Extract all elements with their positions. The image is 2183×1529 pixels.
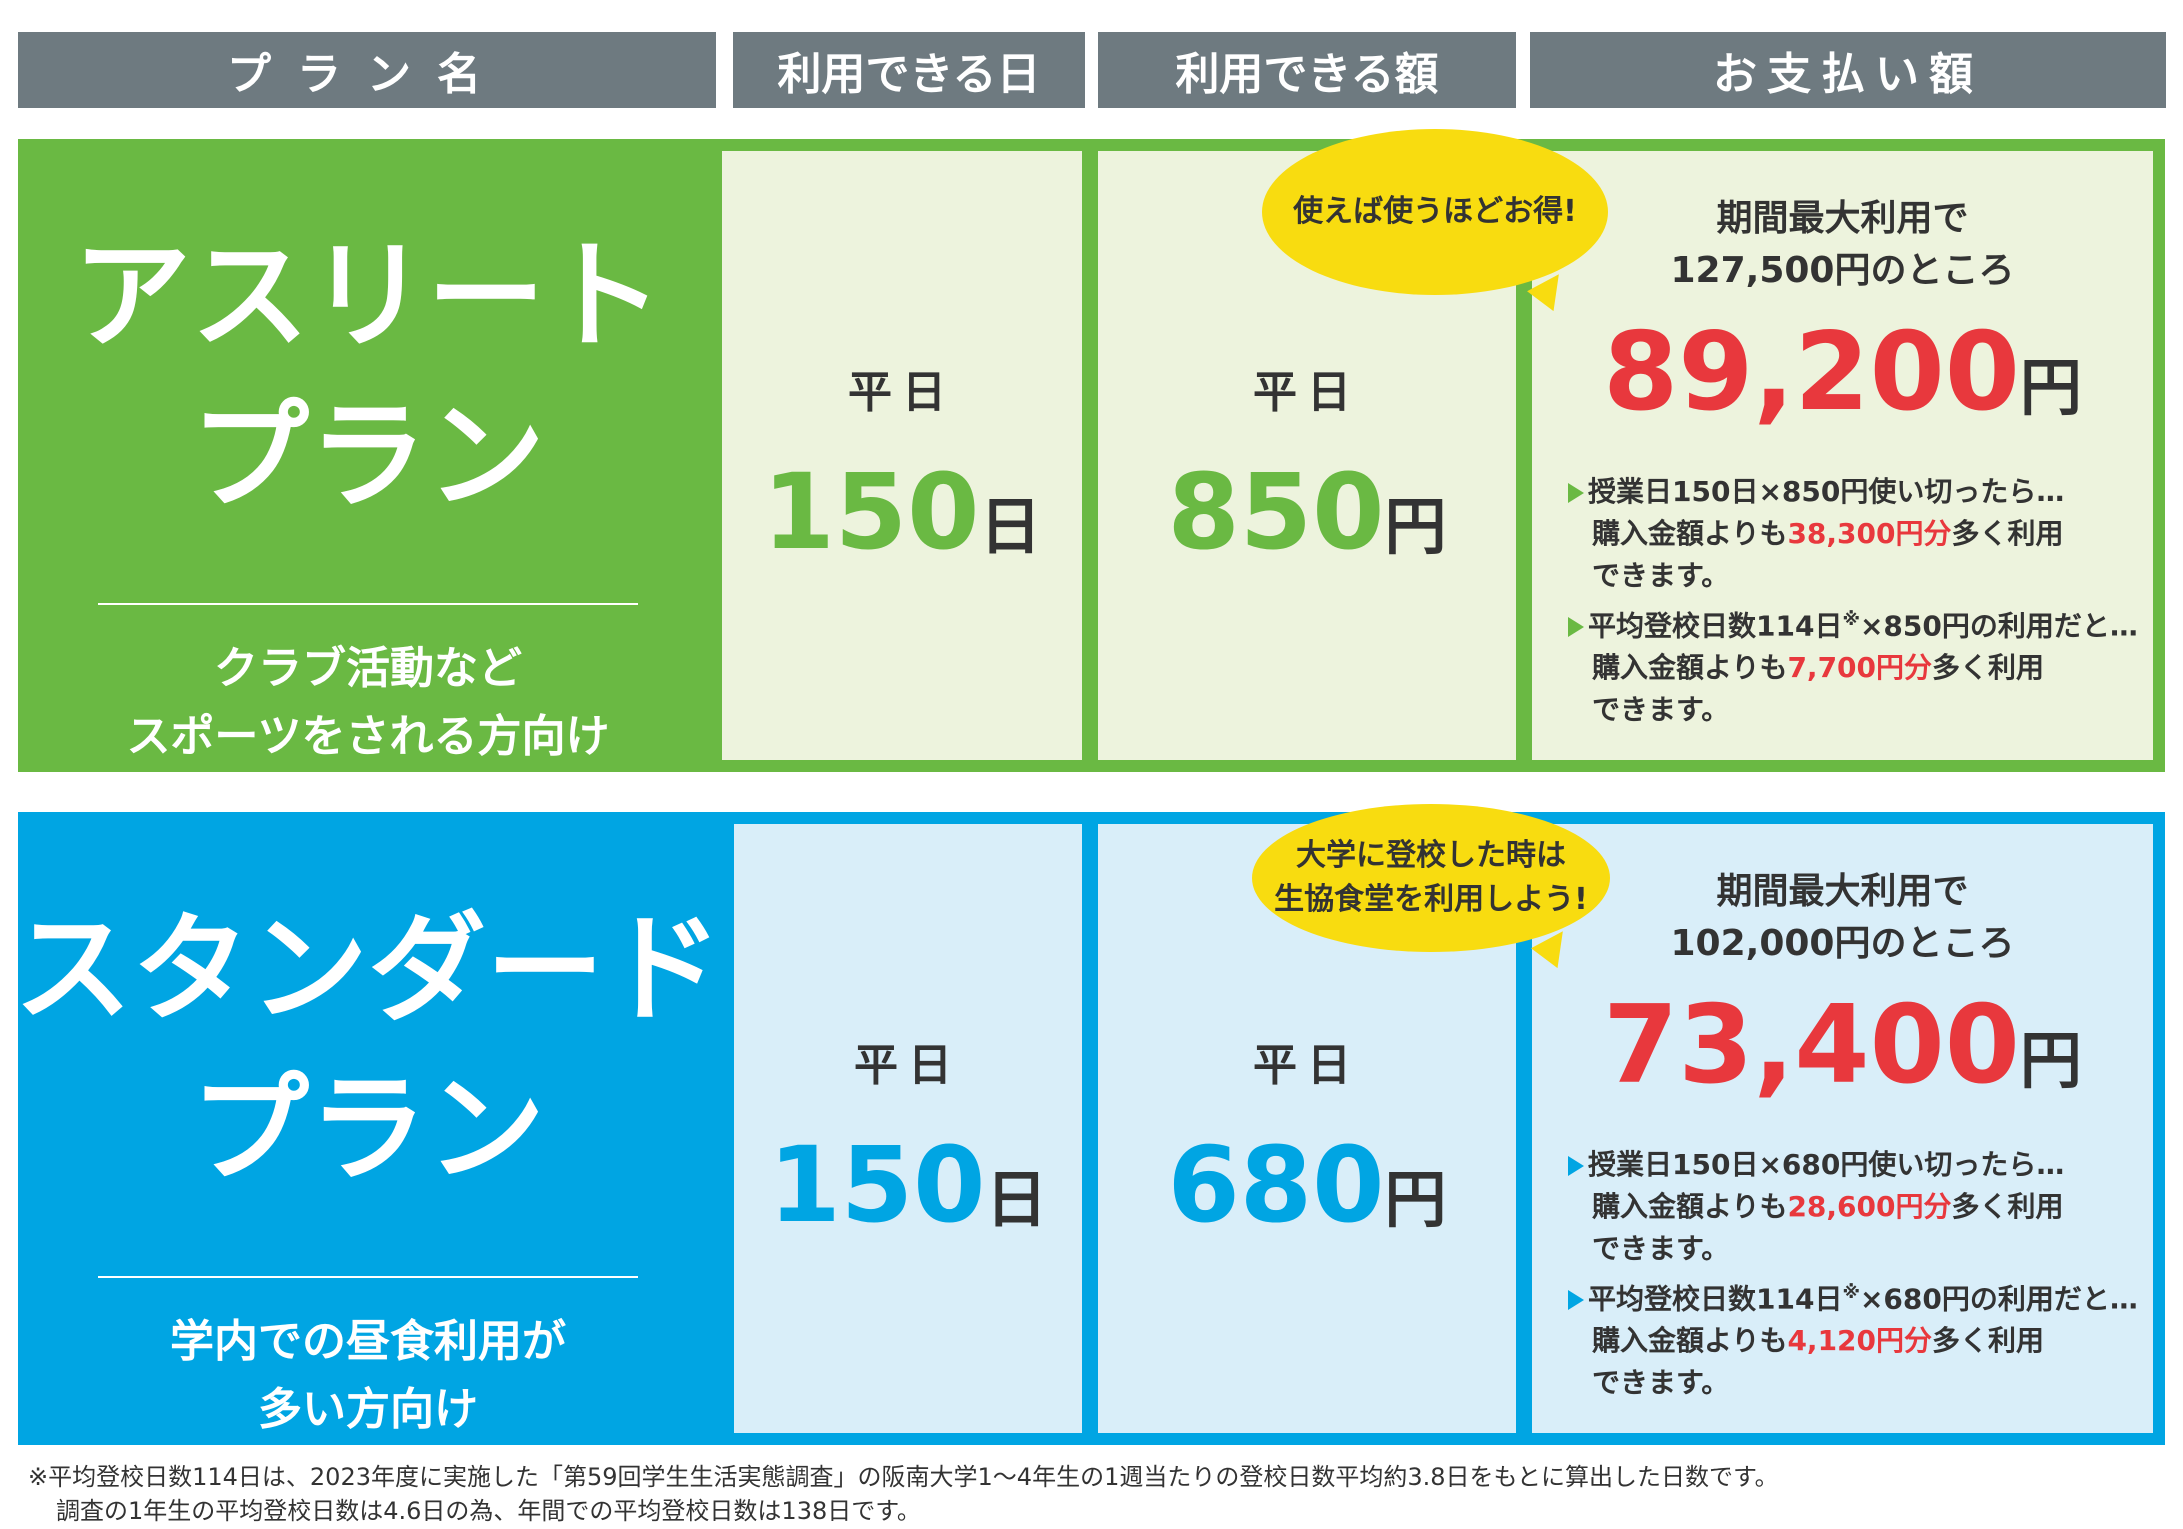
standard-amount-value: 680円 <box>1167 1133 1446 1237</box>
athlete-note2-highlight: 7,700円分 <box>1787 651 1933 685</box>
athlete-lead-line1: 期間最大利用で <box>1716 198 1969 239</box>
standard-plan-title-line2: プラン <box>190 1060 545 1198</box>
athlete-amount-number: 850 <box>1167 450 1385 573</box>
athlete-note2-line3: できます。 <box>1592 693 1730 727</box>
athlete-days-number: 150 <box>762 450 980 573</box>
standard-price: 73,400円 <box>1532 992 2153 1100</box>
standard-payment-cell: 期間最大利用で 102,000円のところ 73,400円 授業日150日×680… <box>1532 824 2153 1433</box>
athlete-price-number: 89,200 <box>1603 310 2020 435</box>
athlete-desc-line2: スポーツをされる方向け <box>126 711 610 762</box>
athlete-note1-highlight: 38,300円分 <box>1787 517 1952 550</box>
athlete-days-unit: 日 <box>979 489 1042 563</box>
standard-amount-unit: 円 <box>1384 1162 1447 1236</box>
standard-days-cell: 平日 150日 <box>734 824 1082 1433</box>
standard-desc-line2: 多い方向け <box>258 1384 478 1435</box>
standard-lead-line2: 102,000円のところ <box>1670 923 2015 964</box>
standard-note2-text: 平均登校日数114日 <box>1588 1282 1843 1316</box>
standard-days-value: 150日 <box>768 1133 1047 1237</box>
athlete-days-cell: 平日 150日 <box>722 151 1082 760</box>
athlete-payment-lead: 期間最大利用で 127,500円のところ <box>1532 193 2153 297</box>
athlete-plan-title-line1: アスリート <box>72 227 663 365</box>
header-plan-name: プラン名 <box>18 32 716 108</box>
standard-note-2: 平均登校日数114日※×680円の利用だと… 購入金額よりも4,120円分多く利… <box>1568 1272 2138 1404</box>
athlete-note1-line1: 授業日150日×850円使い切ったら… <box>1588 475 2065 508</box>
standard-note2-text2: ×680円の利用だと… <box>1859 1282 2138 1316</box>
athlete-amount-value: 850円 <box>1167 460 1446 564</box>
athlete-amount-unit: 円 <box>1384 489 1447 563</box>
athlete-plan: アスリート プラン クラブ活動など スポーツをされる方向け 平日 150日 平日… <box>18 129 2165 772</box>
standard-note-1: 授業日150日×680円使い切ったら… 購入金額よりも28,600円分多く利用 … <box>1568 1144 2064 1270</box>
athlete-note2-mark: ※ <box>1842 609 1860 630</box>
standard-plan-divider <box>98 1276 638 1278</box>
athlete-days-label: 平日 <box>848 366 956 418</box>
standard-desc-line1: 学内での昼食利用が <box>170 1316 566 1367</box>
standard-bubble-line1: 大学に登校した時は <box>1296 838 1566 873</box>
standard-plan-name-panel: スタンダード プラン 学内での昼食利用が 多い方向け <box>14 812 722 1445</box>
standard-note1-text2: 多く利用 <box>1951 1190 2064 1223</box>
athlete-note2-text: 平均登校日数114日 <box>1588 609 1843 643</box>
footnote: ※平均登校日数114日は、2023年度に実施した「第59回学生生活実態調査」の阪… <box>28 1460 1779 1528</box>
standard-bubble-line2: 生協食堂を利用しよう! <box>1274 882 1588 917</box>
athlete-payment-cell: 期間最大利用で 127,500円のところ 89,200円 授業日150日×850… <box>1532 151 2153 760</box>
athlete-plan-title-line2: プラン <box>190 387 545 525</box>
standard-plan-description: 学内での昼食利用が 多い方向け <box>170 1308 566 1444</box>
standard-price-number: 73,400 <box>1603 983 2020 1108</box>
standard-days-unit: 日 <box>985 1162 1048 1236</box>
standard-payment-lead: 期間最大利用で 102,000円のところ <box>1532 866 2153 970</box>
athlete-plan-description: クラブ活動など スポーツをされる方向け <box>126 635 609 771</box>
athlete-speech-bubble: 使えば使うほどお得! <box>1262 129 1608 295</box>
footnote-line2: 調査の1年生の平均登校日数は4.6日の為、年間での平均登校日数は138日です。 <box>56 1497 921 1525</box>
athlete-note2-text4: 多く利用 <box>1932 651 2045 685</box>
standard-amount-label: 平日 <box>1253 1039 1361 1091</box>
athlete-desc-line1: クラブ活動など <box>214 643 522 694</box>
header-amount: 利用できる額 <box>1098 32 1516 108</box>
arrow-icon <box>1568 483 1584 503</box>
athlete-note2-text3: 購入金額よりも <box>1592 651 1788 685</box>
footnote-line1: ※平均登校日数114日は、2023年度に実施した「第59回学生生活実態調査」の阪… <box>28 1463 1779 1491</box>
standard-lead-line1: 期間最大利用で <box>1716 871 1969 912</box>
arrow-icon <box>1568 1156 1584 1176</box>
athlete-note1-line3: できます。 <box>1592 559 1730 592</box>
athlete-note1-text: 購入金額よりも <box>1592 517 1788 550</box>
standard-days-number: 150 <box>768 1123 986 1246</box>
standard-amount-number: 680 <box>1167 1123 1385 1246</box>
athlete-note-1: 授業日150日×850円使い切ったら… 購入金額よりも38,300円分多く利用 … <box>1568 471 2064 597</box>
standard-note2-text3: 購入金額よりも <box>1592 1324 1788 1358</box>
athlete-note1-text2: 多く利用 <box>1951 517 2064 550</box>
athlete-plan-name-panel: アスリート プラン クラブ活動など スポーツをされる方向け <box>18 139 718 772</box>
athlete-plan-divider <box>98 603 638 605</box>
arrow-icon <box>1568 617 1584 638</box>
standard-note1-highlight: 28,600円分 <box>1787 1190 1952 1223</box>
standard-speech-bubble: 大学に登校した時は 生協食堂を利用しよう! <box>1252 804 1610 952</box>
standard-note2-mark: ※ <box>1842 1282 1860 1303</box>
header-days: 利用できる日 <box>733 32 1085 108</box>
standard-note1-line1: 授業日150日×680円使い切ったら… <box>1588 1148 2065 1181</box>
standard-days-label: 平日 <box>854 1039 962 1091</box>
athlete-note-2: 平均登校日数114日※×850円の利用だと… 購入金額よりも7,700円分多く利… <box>1568 599 2138 731</box>
standard-plan-title-line1: スタンダード <box>14 900 723 1038</box>
athlete-amount-label: 平日 <box>1253 366 1361 418</box>
standard-note2-text4: 多く利用 <box>1932 1324 2045 1358</box>
athlete-days-value: 150日 <box>762 460 1041 564</box>
athlete-price: 89,200円 <box>1532 319 2153 427</box>
standard-plan: スタンダード プラン 学内での昼食利用が 多い方向け 平日 150日 平日 68… <box>14 804 2165 1445</box>
athlete-price-unit: 円 <box>2019 351 2082 424</box>
header-payment: お支払い額 <box>1530 32 2166 108</box>
standard-price-unit: 円 <box>2019 1024 2082 1097</box>
athlete-lead-line2: 127,500円のところ <box>1670 250 2015 291</box>
athlete-note2-text2: ×850円の利用だと… <box>1859 609 2138 643</box>
standard-note1-text: 購入金額よりも <box>1592 1190 1788 1223</box>
standard-note2-line3: できます。 <box>1592 1366 1730 1400</box>
standard-note2-highlight: 4,120円分 <box>1787 1324 1933 1358</box>
standard-note1-line3: できます。 <box>1592 1232 1730 1265</box>
arrow-icon <box>1568 1290 1584 1311</box>
